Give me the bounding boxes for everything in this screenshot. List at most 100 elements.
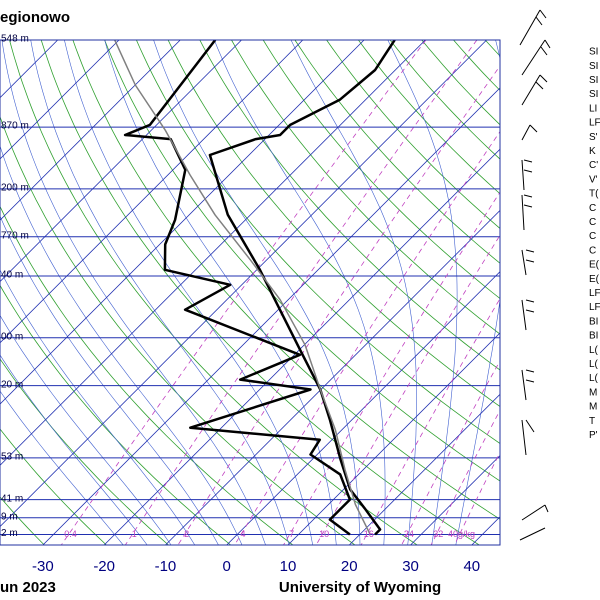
y-tick-label: 40 m bbox=[1, 270, 23, 281]
y-tick-label: 53 m bbox=[1, 452, 23, 463]
mixing-ratio-label: 2 bbox=[184, 529, 189, 539]
station-info: S' bbox=[589, 132, 598, 143]
station-info: K bbox=[589, 146, 596, 157]
mixing-ratio-line bbox=[360, 297, 500, 545]
station-info: LF bbox=[589, 118, 600, 129]
moist-adiabat bbox=[214, 40, 386, 545]
moist-adiabat bbox=[0, 215, 219, 545]
mixing-ratio-label: 24 bbox=[404, 529, 414, 539]
mixing-ratio-line bbox=[234, 130, 500, 545]
isotherm bbox=[0, 40, 120, 160]
moist-adiabat bbox=[0, 390, 124, 545]
isotherm bbox=[287, 332, 500, 545]
station-info: E( bbox=[589, 260, 600, 271]
mixing-ratio-line bbox=[124, 40, 478, 545]
station-info: V' bbox=[589, 174, 598, 185]
moist-adiabat bbox=[0, 354, 148, 545]
dry-adiabat bbox=[262, 40, 500, 300]
dry-adiabat bbox=[136, 40, 500, 445]
isotherm bbox=[410, 454, 500, 545]
dry-adiabat bbox=[167, 40, 500, 407]
station-info: M bbox=[589, 402, 597, 413]
isotherm bbox=[165, 209, 500, 545]
profile-line bbox=[208, 40, 396, 536]
isotherm bbox=[103, 148, 500, 545]
station-info: BI bbox=[589, 331, 598, 342]
mixing-ratio-line bbox=[315, 234, 500, 545]
isotherm bbox=[42, 87, 500, 545]
x-tick-label: 10 bbox=[280, 558, 297, 575]
mixing-ratio-line bbox=[454, 451, 500, 545]
dry-adiabat bbox=[0, 115, 356, 545]
mixing-ratio-label: 16 bbox=[364, 529, 374, 539]
dry-adiabat bbox=[0, 205, 294, 545]
mixing-ratio-label: 4 bbox=[240, 529, 245, 539]
isotherm bbox=[0, 40, 365, 405]
y-tick-label: 770 m bbox=[1, 230, 29, 241]
dry-adiabat bbox=[9, 40, 418, 545]
x-tick-label: -10 bbox=[155, 558, 177, 575]
station-info: C bbox=[589, 245, 596, 256]
dry-adiabat bbox=[294, 40, 500, 264]
station-info: L( bbox=[589, 373, 599, 384]
x-tick-label: -30 bbox=[32, 558, 54, 575]
profile-line bbox=[123, 40, 352, 536]
moist-adiabat bbox=[0, 269, 196, 545]
dry-adiabat bbox=[0, 284, 231, 545]
dry-adiabat bbox=[326, 40, 500, 229]
plot-area bbox=[0, 40, 600, 545]
moist-adiabat bbox=[1, 40, 266, 545]
moist-adiabat bbox=[104, 40, 337, 545]
isotherm bbox=[0, 40, 58, 99]
mixing-ratio-line bbox=[401, 360, 500, 545]
credit-label: University of Wyoming bbox=[279, 579, 441, 596]
station-info: SI bbox=[589, 89, 598, 100]
station-info: LF bbox=[589, 288, 600, 299]
mixing-ratio-label: 7 bbox=[289, 529, 294, 539]
dry-adiabat bbox=[199, 40, 500, 371]
y-tick-label: 41 m bbox=[1, 493, 23, 504]
mixing-ratio-line bbox=[60, 40, 427, 545]
station-info: LF bbox=[589, 302, 600, 313]
chart-title: egionowo bbox=[0, 9, 70, 26]
dry-adiabat bbox=[0, 496, 45, 545]
moist-adiabat bbox=[0, 144, 243, 545]
moist-adiabat bbox=[387, 40, 458, 545]
moist-adiabat bbox=[64, 40, 313, 545]
y-tick-label: 2 m bbox=[1, 528, 18, 539]
moist-adiabat bbox=[290, 40, 417, 545]
dry-adiabat bbox=[517, 40, 600, 545]
dry-adiabat bbox=[0, 358, 169, 545]
x-tick-label: 0 bbox=[223, 558, 231, 575]
dry-adiabat bbox=[453, 40, 500, 91]
station-info: C' bbox=[589, 160, 598, 171]
moist-adiabat bbox=[30, 40, 290, 545]
station-info: SI bbox=[589, 47, 598, 58]
y-tick-label: 9 m bbox=[1, 511, 18, 522]
y-tick-label: 00 m bbox=[1, 331, 23, 342]
station-info: M bbox=[589, 387, 597, 398]
wind-barbs bbox=[519, 9, 551, 541]
station-info: SI bbox=[589, 61, 598, 72]
dry-adiabat bbox=[231, 40, 500, 335]
station-info: LI bbox=[589, 103, 597, 114]
date-label: un 2023 bbox=[0, 579, 56, 596]
dry-adiabat bbox=[484, 40, 500, 57]
station-info: L( bbox=[589, 345, 599, 356]
dry-adiabat bbox=[358, 40, 500, 195]
moist-adiabat bbox=[153, 40, 361, 545]
isotherm bbox=[226, 271, 500, 545]
y-tick-label: 870 m bbox=[1, 121, 29, 132]
mixing-ratio-label: 1 bbox=[132, 529, 137, 539]
mixing-ratio-label: 40g/kg bbox=[448, 529, 475, 539]
mixing-ratio-label: 10 bbox=[319, 529, 329, 539]
profile-line bbox=[114, 40, 371, 535]
x-tick-label: -20 bbox=[93, 558, 115, 575]
isotherm bbox=[348, 393, 500, 545]
station-info: L( bbox=[589, 359, 599, 370]
isotherm bbox=[0, 40, 304, 344]
dry-adiabat bbox=[40, 40, 480, 545]
isotherm bbox=[0, 40, 181, 221]
station-info: T( bbox=[589, 189, 599, 200]
